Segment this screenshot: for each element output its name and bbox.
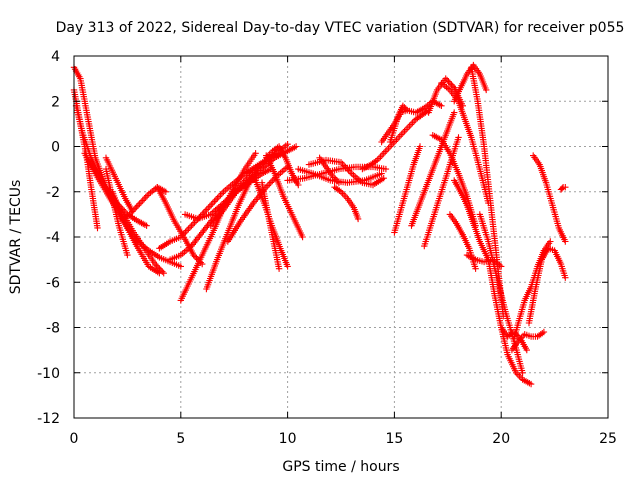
data-point-markers <box>207 143 300 229</box>
series-arc-41 <box>485 256 535 388</box>
series-arc-19 <box>263 152 306 241</box>
y-tick-label: 0 <box>51 140 60 156</box>
x-tick-label: 10 <box>279 431 297 447</box>
data-point-markers <box>316 154 343 186</box>
y-tick-label: 4 <box>51 49 60 65</box>
y-tick-label: -4 <box>46 230 60 246</box>
data-point-markers <box>102 165 131 259</box>
data-point-markers <box>557 184 569 193</box>
series-arc-20 <box>258 179 283 272</box>
y-tick-label: 2 <box>51 94 60 110</box>
series-arc-07 <box>102 165 131 259</box>
data-point-markers <box>331 184 362 223</box>
series-arc-34 <box>438 79 492 207</box>
y-tick-label: -10 <box>37 366 60 382</box>
data-point-markers <box>530 152 569 245</box>
data-point-markers <box>451 177 492 263</box>
axis-ticks: 0 5 10 15 20 25 -12 -10 -8 -6 -4 -2 0 2 4 <box>37 49 617 447</box>
data-point-markers <box>305 156 387 189</box>
y-tick-label: -8 <box>46 321 60 337</box>
chart-title: Day 313 of 2022, Sidereal Day-to-day VTE… <box>56 20 625 36</box>
series-arc-46 <box>530 152 569 245</box>
series-arc-44 <box>508 328 548 354</box>
data-point-markers <box>258 179 283 272</box>
x-axis-label: GPS time / hours <box>282 459 399 475</box>
x-tick-label: 15 <box>385 431 403 447</box>
data-points <box>70 61 569 388</box>
data-point-markers <box>386 102 411 146</box>
data-point-markers <box>359 107 432 173</box>
x-tick-label: 20 <box>492 431 510 447</box>
y-tick-label: -2 <box>46 185 60 201</box>
series-arc-05 <box>102 154 135 214</box>
x-tick-label: 5 <box>176 431 185 447</box>
y-tick-label: -6 <box>46 275 60 291</box>
series-arc-36 <box>451 177 492 263</box>
series-arc-25 <box>316 154 343 186</box>
series-arc-24 <box>331 184 362 223</box>
data-point-markers <box>463 251 505 270</box>
series-arc-30 <box>408 109 458 229</box>
gridlines <box>74 56 608 418</box>
x-tick-label: 0 <box>70 431 79 447</box>
series-arc-47 <box>557 184 569 193</box>
series-arc-15 <box>207 143 300 229</box>
data-point-markers <box>391 143 424 236</box>
y-axis-label: SDTVAR / TECUs <box>8 180 24 295</box>
series-arc-45 <box>525 245 569 327</box>
data-point-markers <box>438 79 492 207</box>
x-tick-label: 25 <box>599 431 617 447</box>
data-point-markers <box>485 256 535 388</box>
data-point-markers <box>525 245 569 327</box>
y-tick-label: -12 <box>37 411 60 427</box>
data-point-markers <box>102 154 135 214</box>
series-arc-28 <box>386 102 411 146</box>
data-point-markers <box>408 109 458 229</box>
data-point-markers <box>263 152 306 241</box>
data-point-markers <box>508 328 548 354</box>
series-arc-39 <box>463 251 505 270</box>
series-arc-23 <box>305 156 387 189</box>
series-arc-26 <box>359 107 432 173</box>
series-arc-29 <box>391 143 424 236</box>
